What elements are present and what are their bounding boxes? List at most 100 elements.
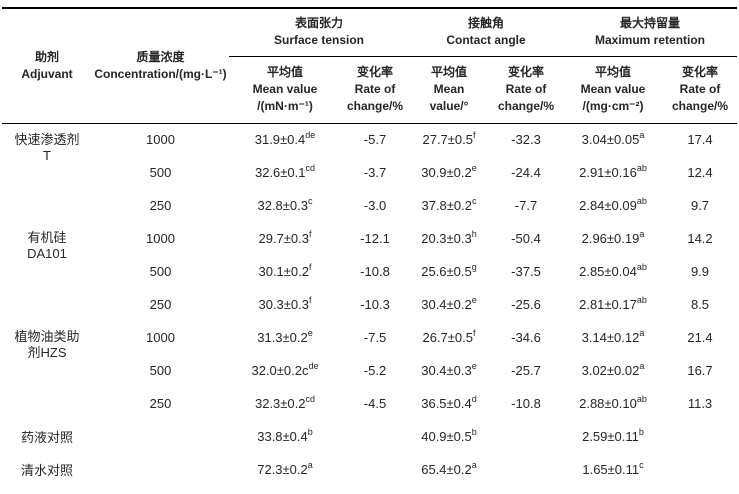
significance-superscript: ab <box>636 294 647 305</box>
mr-rate-cell: 11.3 <box>687 396 713 411</box>
conc-cell: 500 <box>149 165 172 180</box>
significance-superscript: e <box>471 294 477 305</box>
sub-header-row: 平均值 Mean value /(mN·m⁻¹) 变化率 Rate of cha… <box>2 56 738 124</box>
mr-rate-cell <box>663 420 737 453</box>
adjuvant-label-cell: 植物油类助 剂HZS <box>14 329 80 360</box>
table-row: 快速渗透剂 T 1000 31.9±0.4de -5.7 27.7±0.5f -32.3 3… <box>2 123 737 162</box>
ca-rate-cell <box>489 420 563 453</box>
st-mean-cell: 31.9±0.4de <box>254 129 316 148</box>
significance-superscript: cd <box>305 393 316 404</box>
adjuvant-label-cell: 清水对照 <box>20 463 73 478</box>
mr-mean-cell: 2.81±0.17ab <box>579 294 647 312</box>
table-row: 250 30.3±0.3f -10.3 30.4±0.2e -25.6 2.81±0.17… <box>2 288 737 321</box>
table-row: 植物油类助 剂HZS 1000 31.3±0.2e -7.5 26.7±0.5f -34.… <box>2 321 737 360</box>
significance-superscript: c <box>472 195 477 206</box>
significance-superscript: c <box>639 459 644 470</box>
conc-cell: 250 <box>149 297 172 312</box>
st-mean-cell: 32.0±0.2cde <box>251 360 319 378</box>
table-row: 250 32.3±0.2cd -4.5 36.5±0.4d -10.8 2.88±0.10… <box>2 387 737 420</box>
mr-mean-cell: 3.14±0.12a <box>581 327 645 345</box>
significance-superscript: a <box>639 327 645 338</box>
table-row: 500 32.0±0.2cde -5.2 30.4±0.3e -25.7 3.02±0.0… <box>2 354 737 387</box>
conc-cell: 500 <box>149 363 172 378</box>
ca-rate-cell: -24.4 <box>511 165 541 180</box>
adjuvant-column-header: 助剂 Adjuvant <box>2 8 92 124</box>
mr-mean-cell: 2.85±0.04ab <box>579 261 647 279</box>
adjuvant-label-cell: 有机硅 DA101 <box>27 230 67 261</box>
table-header: 助剂 Adjuvant 质量浓度 Concentration/(mg·L⁻¹) … <box>2 8 738 124</box>
mr-mean-cell: 2.59±0.11b <box>582 426 644 444</box>
significance-superscript: b <box>471 426 477 437</box>
mr-mean-cell: 2.84±0.09ab <box>579 195 647 213</box>
st-rate-cell <box>341 420 409 453</box>
mr-rate-cell: 14.2 <box>687 231 713 246</box>
mr-mean-column-header: 平均值 Mean value /(mg·cm⁻²) <box>563 56 663 124</box>
st-rate-cell: -5.2 <box>363 363 387 378</box>
significance-superscript: de <box>308 360 319 371</box>
mr-mean-cell: 3.04±0.05a <box>581 129 645 148</box>
significance-superscript: f <box>473 327 476 338</box>
significance-superscript: f <box>473 129 476 140</box>
ca-mean-cell: 37.8±0.2c <box>421 195 477 213</box>
table-row: 500 30.1±0.2f -10.8 25.6±0.5g -37.5 2.85±0.04… <box>2 255 737 288</box>
mr-rate-column-header: 变化率 Rate of change/% <box>663 56 738 124</box>
significance-superscript: c <box>308 195 313 206</box>
st-mean-cell: 31.3±0.2e <box>257 327 313 345</box>
conc-cell <box>92 420 229 453</box>
table-row: 250 32.8±0.3c -3.0 37.8±0.2c -7.7 2.84±0.09ab… <box>2 189 737 222</box>
st-rate-cell: -10.8 <box>360 264 390 279</box>
conc-cell: 250 <box>149 198 172 213</box>
results-table: 助剂 Adjuvant 质量浓度 Concentration/(mg·L⁻¹) … <box>2 7 738 486</box>
ca-mean-cell: 36.5±0.4d <box>421 393 477 411</box>
significance-superscript: d <box>471 393 477 404</box>
mr-rate-cell: 16.7 <box>687 363 713 378</box>
ca-mean-cell: 65.4±0.2a <box>421 459 477 477</box>
ca-mean-cell: 26.7±0.5f <box>422 327 476 345</box>
ca-rate-cell: -50.4 <box>511 231 541 246</box>
table-body: 快速渗透剂 T 1000 31.9±0.4de -5.7 27.7±0.5f -32.3 3… <box>2 123 737 486</box>
st-mean-cell: 32.6±0.1cd <box>254 162 316 180</box>
st-rate-cell: -3.0 <box>363 198 387 213</box>
conc-cell: 1000 <box>146 132 175 148</box>
significance-superscript: g <box>471 261 477 272</box>
ca-mean-cell: 30.4±0.3e <box>421 360 477 378</box>
ca-rate-cell: -7.7 <box>514 198 538 213</box>
mr-rate-cell: 9.7 <box>690 198 710 213</box>
surface-tension-group-header: 表面张力 Surface tension <box>229 8 409 57</box>
significance-superscript: a <box>639 360 645 371</box>
st-mean-cell: 33.8±0.4b <box>257 426 313 444</box>
significance-superscript: e <box>471 360 477 371</box>
significance-superscript: f <box>309 228 312 239</box>
significance-superscript: f <box>309 261 312 272</box>
significance-superscript: e <box>307 327 313 338</box>
significance-superscript: a <box>639 228 645 239</box>
ca-mean-cell: 30.9±0.2e <box>421 162 477 180</box>
significance-superscript: b <box>638 426 644 437</box>
st-rate-cell: -3.7 <box>363 165 387 180</box>
conc-cell: 1000 <box>146 330 175 345</box>
ca-mean-cell: 40.9±0.5b <box>421 426 477 444</box>
mr-mean-cell: 2.91±0.16ab <box>579 162 647 180</box>
ca-rate-cell: -10.8 <box>511 396 541 411</box>
significance-superscript: h <box>471 228 477 239</box>
mr-rate-cell: 8.5 <box>690 297 710 312</box>
group-header-row: 助剂 Adjuvant 质量浓度 Concentration/(mg·L⁻¹) … <box>2 8 738 124</box>
significance-superscript: ab <box>636 162 647 173</box>
concentration-column-header: 质量浓度 Concentration/(mg·L⁻¹) <box>92 8 229 124</box>
table-row: 有机硅 DA101 1000 29.7±0.3f -12.1 20.3±0.3h -50.… <box>2 222 737 261</box>
significance-superscript: b <box>307 426 313 437</box>
significance-superscript: ab <box>636 261 647 272</box>
significance-superscript: a <box>307 459 313 470</box>
significance-superscript: e <box>471 162 477 173</box>
ca-rate-column-header: 变化率 Rate of change/% <box>489 56 563 124</box>
conc-cell: 500 <box>149 264 172 279</box>
significance-superscript: f <box>309 294 312 305</box>
table-row: 清水对照 72.3±0.2a 65.4±0.2a 1.65±0.11c <box>2 453 737 486</box>
contact-angle-group-header: 接触角 Contact angle <box>409 8 563 57</box>
significance-superscript: ab <box>636 393 647 404</box>
mr-rate-cell: 17.4 <box>687 132 713 148</box>
ca-rate-cell <box>489 453 563 486</box>
st-rate-cell: -5.7 <box>363 132 387 148</box>
ca-rate-cell: -32.3 <box>511 132 541 148</box>
mr-mean-cell: 1.65±0.11c <box>582 459 644 477</box>
